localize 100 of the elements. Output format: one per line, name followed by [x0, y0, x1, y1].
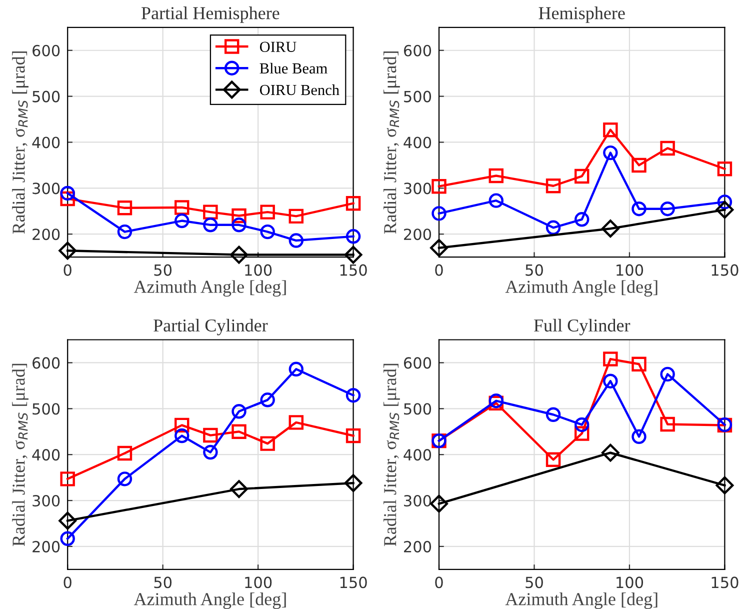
x-tick-label: 50 [526, 576, 543, 588]
point [574, 426, 590, 441]
point [260, 204, 275, 220]
y-tick-label: 600 [32, 357, 60, 369]
x-tick-label: 50 [154, 264, 172, 276]
x-tick-label: 150 [712, 576, 738, 588]
point [660, 201, 675, 216]
point [58, 512, 77, 530]
point [60, 472, 75, 486]
x-axis-title: Azimuth Angle [deg] [505, 280, 658, 297]
point [660, 140, 675, 156]
point [432, 206, 446, 221]
y-tick-label: 400 [404, 449, 432, 461]
point [632, 356, 646, 372]
point [546, 452, 561, 467]
x-tick-label: 150 [340, 264, 367, 276]
point [546, 407, 561, 422]
point [288, 362, 304, 377]
y-tick-label: 200 [404, 228, 432, 240]
y-axis-title: Radial Jitter, σ$_{RMS}$ [μrad] [384, 364, 400, 546]
y-tick-label: 300 [32, 494, 60, 507]
point [117, 200, 132, 216]
point [232, 218, 246, 232]
y-tick-label: 200 [32, 540, 60, 552]
y-tick-label: 500 [404, 403, 432, 415]
point [230, 480, 248, 498]
point [174, 428, 190, 444]
point [574, 417, 590, 432]
point [430, 494, 448, 513]
point [346, 428, 361, 444]
y-tick-label: 500 [32, 403, 60, 415]
point [601, 220, 620, 238]
point [344, 474, 362, 492]
point [260, 224, 275, 240]
y-tick-label: 600 [404, 357, 432, 369]
y-tick-label: 400 [32, 449, 60, 461]
point [117, 472, 132, 486]
x-tick-label: 150 [712, 264, 738, 276]
point [632, 201, 646, 216]
chart-title: Partial Cylinder [154, 318, 268, 336]
chart-title: Full Cylinder [534, 318, 630, 336]
point [174, 213, 190, 228]
point [432, 178, 446, 194]
point [346, 196, 361, 211]
x-tick-label: 0 [435, 264, 443, 276]
point [546, 220, 561, 236]
point [230, 246, 248, 264]
y-axis-title: Radial Jitter, σ$_{RMS}$ [μrad] [12, 364, 28, 546]
point [716, 476, 734, 494]
point [203, 218, 218, 232]
point [288, 233, 304, 248]
legend-label: OIRU Bench [260, 84, 340, 96]
point [632, 158, 646, 173]
point [717, 162, 732, 176]
point [574, 212, 590, 227]
point [488, 193, 504, 208]
y-tick-label: 500 [404, 90, 432, 102]
point [430, 238, 448, 257]
x-tick-label: 50 [526, 264, 543, 276]
x-tick-label: 100 [245, 264, 272, 276]
x-tick-label: 150 [340, 576, 367, 588]
point [346, 229, 361, 244]
x-axis-title: Azimuth Angle [deg] [134, 280, 286, 297]
point [203, 204, 218, 220]
point [546, 178, 561, 194]
point [174, 418, 190, 433]
point [288, 415, 304, 430]
point [260, 392, 275, 408]
point [603, 122, 618, 138]
x-axis-title: Azimuth Angle [deg] [134, 592, 286, 609]
point [60, 191, 75, 206]
x-tick-label: 100 [616, 576, 644, 588]
point [58, 242, 77, 260]
legend-label: OIRU [260, 42, 296, 52]
y-tick-label: 200 [404, 540, 432, 552]
x-tick-label: 50 [154, 576, 172, 588]
x-tick-label: 0 [64, 264, 72, 276]
y-tick-label: 300 [404, 182, 432, 194]
point [203, 428, 218, 443]
y-axis-title: Radial Jitter, σ$_{RMS}$ [μrad] [384, 52, 400, 234]
point [574, 168, 590, 184]
point [603, 352, 618, 366]
y-tick-label: 400 [32, 136, 60, 148]
point [344, 246, 362, 264]
y-tick-label: 500 [32, 90, 60, 102]
point [660, 416, 675, 432]
point [203, 444, 218, 460]
x-tick-label: 100 [616, 264, 644, 276]
point [632, 429, 646, 444]
point [117, 224, 132, 240]
legend-label: Blue Beam [260, 62, 328, 74]
point [232, 404, 246, 419]
point [117, 446, 132, 461]
point [346, 388, 361, 403]
point [60, 186, 75, 201]
chart-title: Partial Hemisphere [142, 6, 280, 23]
point [488, 168, 504, 184]
x-tick-label: 0 [435, 576, 443, 588]
y-tick-label: 300 [32, 182, 60, 194]
y-axis-title: Radial Jitter, σ$_{RMS}$ [μrad] [12, 52, 28, 234]
